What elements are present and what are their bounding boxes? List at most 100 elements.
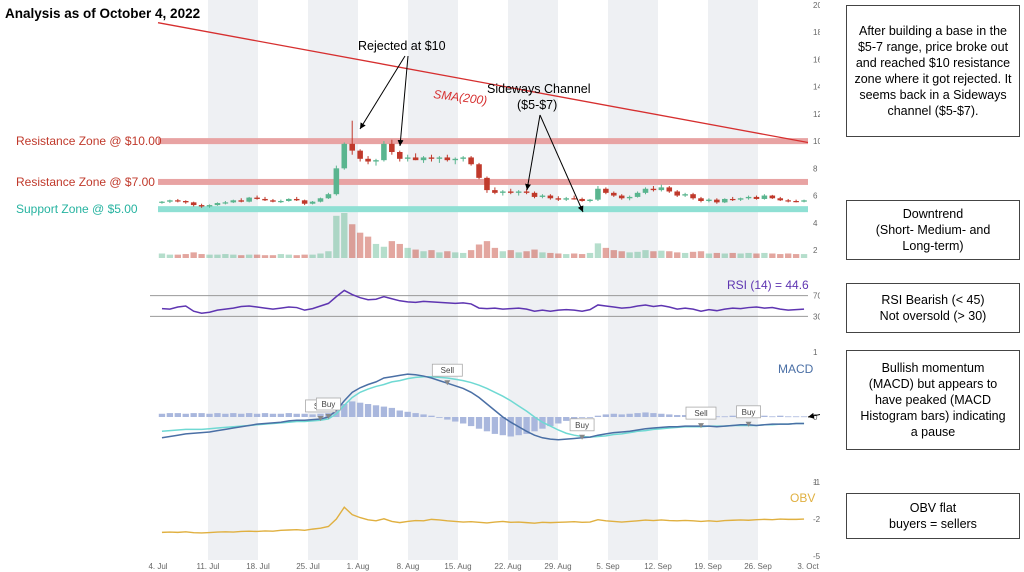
macd-histogram-bar bbox=[777, 415, 784, 417]
volume-bar bbox=[404, 247, 411, 258]
signal-tag-label: Buy bbox=[575, 421, 589, 430]
volume-bar bbox=[190, 252, 197, 258]
signal-marker bbox=[579, 434, 586, 440]
price-tick-label: 10 bbox=[813, 137, 820, 146]
sideways-annotation: Sideways Channel bbox=[487, 82, 591, 96]
macd-histogram-bar bbox=[317, 413, 324, 417]
resistance-band-10 bbox=[158, 138, 808, 145]
volume-bar bbox=[166, 254, 174, 258]
macd-histogram-bar bbox=[570, 417, 578, 419]
signal-marker bbox=[745, 421, 752, 427]
macd-histogram-bar bbox=[356, 402, 364, 417]
macd-histogram-bar bbox=[349, 401, 356, 417]
macd-histogram-bar bbox=[650, 413, 657, 417]
macd-histogram-bar bbox=[277, 413, 285, 417]
volume-bar bbox=[436, 252, 443, 258]
note-breakout: After building a base in the $5-7 range,… bbox=[846, 5, 1020, 137]
candle-body bbox=[381, 143, 387, 161]
macd-histogram-bar bbox=[769, 416, 776, 418]
volume-bar bbox=[618, 251, 625, 258]
volume-bar bbox=[222, 254, 229, 258]
signal-tag bbox=[316, 397, 341, 411]
candle-body bbox=[222, 202, 229, 204]
week-band bbox=[208, 0, 258, 560]
x-tick-label: 15. Aug bbox=[444, 562, 471, 571]
volume-bar bbox=[245, 254, 253, 258]
volume-bar bbox=[317, 253, 324, 258]
macd-histogram-bar bbox=[634, 413, 641, 417]
candle-body bbox=[721, 198, 728, 203]
volume-bar bbox=[349, 224, 356, 258]
volume-bar bbox=[491, 247, 499, 258]
candle-body bbox=[801, 200, 807, 202]
macd-tick-label: 0 bbox=[813, 413, 818, 422]
volume-bar bbox=[610, 250, 617, 258]
rsi-30-label: 30% bbox=[813, 312, 820, 321]
signal-tag-label: Sell bbox=[441, 366, 455, 375]
candle-body bbox=[428, 157, 435, 159]
macd-histogram-bar bbox=[174, 413, 181, 417]
x-tick-label: 11. Jul bbox=[197, 562, 220, 571]
candle-body bbox=[634, 192, 641, 197]
resistance-band-7 bbox=[158, 178, 808, 185]
price-tick-label: 4 bbox=[813, 219, 818, 228]
volume-bar bbox=[396, 243, 403, 258]
macd-histogram-bar bbox=[206, 413, 213, 417]
sideways-arrow bbox=[539, 114, 584, 213]
candle-body bbox=[706, 199, 712, 201]
obv-label: OBV bbox=[790, 491, 815, 505]
support-5-label: Support Zone @ $5.00 bbox=[16, 202, 138, 216]
volume-bar bbox=[674, 252, 681, 258]
volume-bar bbox=[570, 253, 578, 258]
candle-body bbox=[460, 157, 466, 159]
candle-body bbox=[452, 158, 459, 161]
volume-bar bbox=[721, 253, 728, 258]
candle-body bbox=[325, 194, 332, 199]
candle-body bbox=[579, 198, 585, 201]
macd-histogram-bar bbox=[341, 404, 348, 417]
candle-body bbox=[468, 157, 474, 165]
signal-tag-label: Sell bbox=[694, 409, 708, 418]
macd-histogram-bar bbox=[301, 413, 308, 417]
candle-body bbox=[341, 143, 348, 169]
macd-histogram-bar bbox=[475, 417, 483, 429]
candle-body bbox=[309, 201, 316, 204]
week-band bbox=[608, 0, 658, 560]
volume-bar bbox=[475, 244, 483, 258]
macd-histogram-bar bbox=[610, 413, 617, 417]
volume-bar bbox=[729, 252, 736, 258]
x-tick-label: 25. Jul bbox=[296, 562, 320, 571]
macd-histogram-bar bbox=[626, 413, 633, 417]
macd-histogram-bar bbox=[658, 413, 665, 417]
rejected-arrow bbox=[397, 55, 409, 147]
volume-bar bbox=[586, 252, 594, 258]
obv-tick-label: -500 bbox=[813, 552, 820, 561]
price-tick-label: 6 bbox=[813, 192, 818, 201]
macd-histogram-bar bbox=[158, 413, 166, 417]
candle-body bbox=[389, 143, 395, 152]
price-tick-label: 16 bbox=[813, 55, 820, 64]
volume-bar bbox=[467, 250, 475, 258]
macd-histogram-bar bbox=[761, 415, 768, 417]
volume-bar bbox=[444, 251, 451, 258]
candle-body bbox=[238, 200, 245, 202]
macd-histogram-bar bbox=[483, 417, 491, 432]
candle-body bbox=[690, 194, 696, 199]
candle-body bbox=[761, 195, 768, 199]
macd-histogram-bar bbox=[499, 417, 506, 436]
macd-histogram-bar bbox=[309, 414, 316, 417]
volume-bar bbox=[301, 254, 308, 258]
volume-bar bbox=[681, 252, 689, 258]
macd-histogram-bar bbox=[547, 417, 554, 427]
candle-body bbox=[674, 191, 680, 196]
macd-histogram-bar bbox=[800, 416, 808, 418]
volume-bar bbox=[555, 253, 562, 258]
macd-histogram-bar bbox=[420, 414, 427, 417]
macd-tick-label: -1 bbox=[813, 478, 820, 487]
candle-body bbox=[515, 191, 522, 193]
signal-marker bbox=[317, 415, 324, 421]
volume-bar bbox=[689, 251, 697, 258]
candle-body bbox=[777, 198, 784, 201]
candle-body bbox=[293, 198, 300, 201]
candle-body bbox=[254, 197, 260, 199]
